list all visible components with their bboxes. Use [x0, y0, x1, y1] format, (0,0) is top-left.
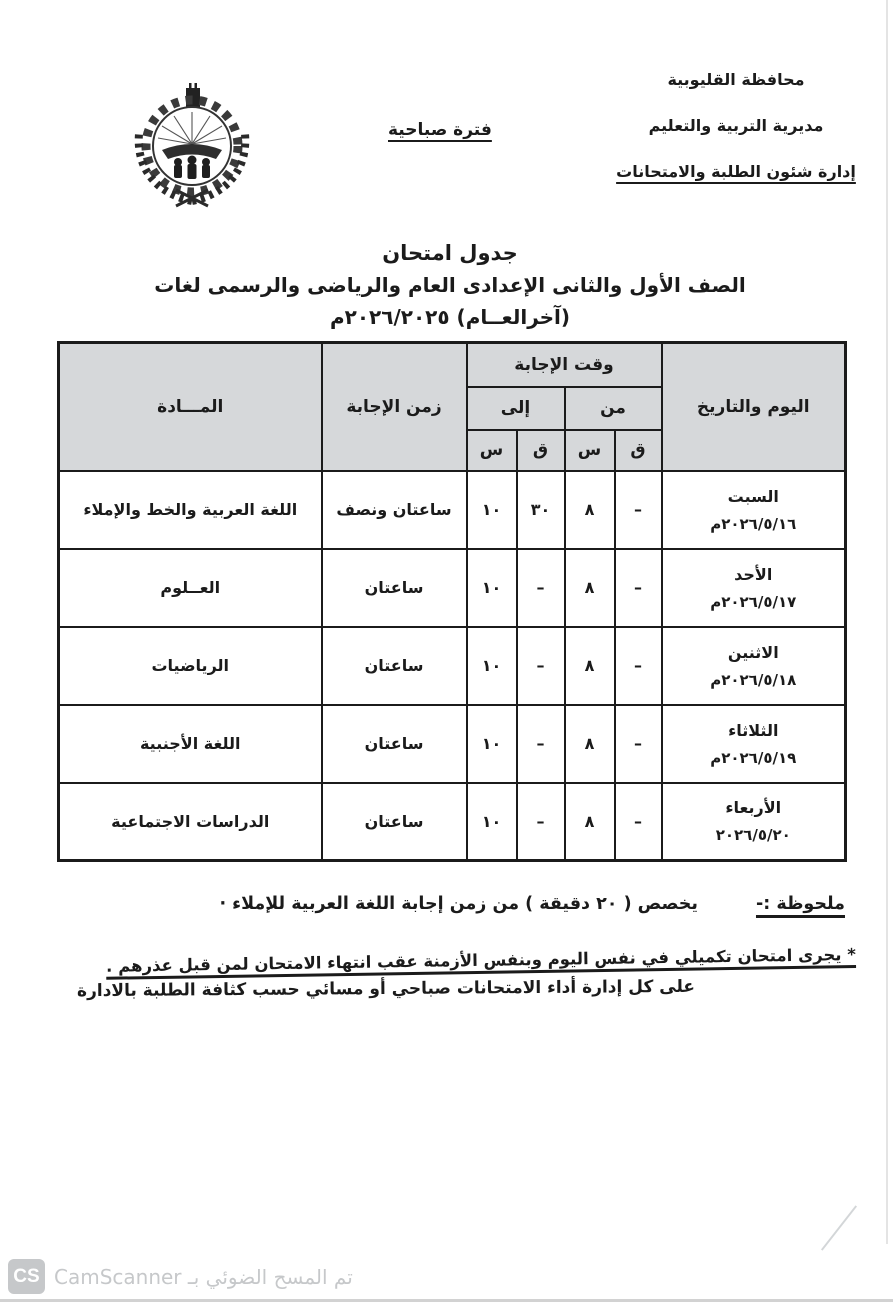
col-header-to-hours: س: [465, 428, 518, 472]
note-3-clip: على كل إدارة أداء الامتحانات صباحي أو مس…: [60, 974, 712, 1001]
exam-date: ٢٠٢٦/٥/١٩م: [710, 748, 797, 767]
exam-date: ٢٠٢٦/٥/١٦م: [710, 514, 797, 533]
note-1-text: يخصص ( ٢٠ دقيقة ) من زمن إجابة اللغة الع…: [219, 894, 698, 914]
from-minutes-cell: –: [613, 547, 663, 628]
day-name: الثلاثاء: [728, 720, 779, 740]
day-name: السبت: [727, 486, 779, 506]
col-header-from-hours: س: [563, 428, 616, 472]
from-minutes-cell: –: [613, 781, 663, 862]
letterhead-org-block: محافظة القليوبية مديرية التربية والتعليم…: [591, 70, 881, 208]
day-date-cell: الأربعاء ٢٠٢٦/٥/٢٠: [660, 781, 847, 862]
title-line-3: (آخرالعــام) ٢٠٢٦/٢٠٢٥م: [329, 305, 571, 329]
from-minutes-cell: –: [613, 625, 663, 706]
subject-cell: اللغة الأجنبية: [57, 703, 323, 784]
directorate-name: مديرية التربية والتعليم: [648, 116, 824, 135]
from-hours-cell: ٨: [563, 547, 616, 628]
scan-scratch-mark: [820, 1205, 858, 1251]
ministry-of-education-emblem-icon: [116, 80, 268, 210]
col-header-duration: زمن الإجابة: [320, 341, 468, 472]
scan-edge-line: [886, 0, 888, 1244]
to-minutes-cell: –: [515, 547, 566, 628]
day-name: الأربعاء: [725, 798, 782, 818]
duration-cell: ساعتان ونصف: [320, 469, 468, 550]
col-header-to-minutes: ق: [515, 428, 566, 472]
col-header-to: إلى: [465, 385, 566, 431]
exam-date: ٢٠٢٦/٥/٢٠: [715, 826, 791, 845]
note-label: ملحوظة :-: [755, 894, 845, 914]
exam-schedule-table: اليوم والتاريخ وقت الإجابة زمن الإجابة ا…: [57, 341, 847, 862]
to-minutes-cell: –: [515, 625, 566, 706]
from-minutes-cell: –: [613, 469, 663, 550]
to-hours-cell: ١٠: [465, 781, 518, 862]
col-header-day-date: اليوم والتاريخ: [660, 341, 847, 472]
to-hours-cell: ١٠: [465, 703, 518, 784]
table-row: الاثنين ٢٠٢٦/٥/١٨م – ٨ – ١٠ ساعتان الريا…: [57, 625, 847, 706]
col-header-subject: المـــادة: [57, 341, 323, 472]
camscanner-watermark-text: تم المسح الضوئي بـ CamScanner: [54, 1264, 353, 1289]
to-minutes-cell: ٣٠: [515, 469, 566, 550]
note-row: ملحوظة :- يخصص ( ٢٠ دقيقة ) من زمن إجابة…: [57, 894, 845, 914]
duration-cell: ساعتان: [320, 781, 468, 862]
scan-bottom-edge: [0, 1299, 893, 1302]
duration-cell: ساعتان: [320, 625, 468, 706]
document-title-block: جدول امتحان الصف الأول والثانى الإعدادى …: [0, 237, 893, 333]
camscanner-logo-icon: CS: [8, 1259, 45, 1294]
table-row: الأحد ٢٠٢٦/٥/١٧م – ٨ – ١٠ ساعتان العــلو…: [57, 547, 847, 628]
note-2-text: * يجرى امتحان تكميلي في نفس اليوم وبنفس …: [106, 945, 857, 976]
day-date-cell: السبت ٢٠٢٦/٥/١٦م: [660, 469, 847, 550]
period-label: فترة صباحية: [388, 120, 492, 140]
to-hours-cell: ١٠: [465, 547, 518, 628]
table-row: الأربعاء ٢٠٢٦/٥/٢٠ – ٨ – ١٠ ساعتان الدرا…: [57, 781, 847, 862]
title-line-1: جدول امتحان: [382, 241, 518, 265]
to-hours-cell: ١٠: [465, 625, 518, 706]
day-date-cell: الاثنين ٢٠٢٦/٥/١٨م: [660, 625, 847, 706]
duration-cell: ساعتان: [320, 547, 468, 628]
subject-cell: الرياضيات: [57, 625, 323, 706]
camscanner-watermark: CS تم المسح الضوئي بـ CamScanner: [8, 1259, 353, 1294]
title-line-2: الصف الأول والثانى الإعدادى العام والريا…: [154, 273, 746, 297]
exam-date: ٢٠٢٦/٥/١٧م: [710, 592, 797, 611]
to-hours-cell: ١٠: [465, 469, 518, 550]
from-hours-cell: ٨: [563, 781, 616, 862]
subject-cell: اللغة العربية والخط والإملاء: [57, 469, 323, 550]
col-header-from-minutes: ق: [613, 428, 663, 472]
administration-name: إدارة شئون الطلبة والامتحانات: [616, 162, 856, 181]
col-header-from: من: [563, 385, 663, 431]
day-name: الأحد: [734, 564, 773, 584]
subject-cell: العــلوم: [57, 547, 323, 628]
col-header-answer-time: وقت الإجابة: [465, 341, 663, 388]
from-hours-cell: ٨: [563, 703, 616, 784]
subject-cell: الدراسات الاجتماعية: [57, 781, 323, 862]
day-date-cell: الثلاثاء ٢٠٢٦/٥/١٩م: [660, 703, 847, 784]
table-row: السبت ٢٠٢٦/٥/١٦م – ٨ ٣٠ ١٠ ساعتان ونصف ا…: [57, 469, 847, 550]
day-name: الاثنين: [727, 642, 779, 662]
exam-date: ٢٠٢٦/٥/١٨م: [710, 670, 797, 689]
to-minutes-cell: –: [515, 781, 566, 862]
from-hours-cell: ٨: [563, 469, 616, 550]
to-minutes-cell: –: [515, 703, 566, 784]
day-date-cell: الأحد ٢٠٢٦/٥/١٧م: [660, 547, 847, 628]
note-3-text: على كل إدارة أداء الامتحانات صباحي أو مس…: [76, 976, 696, 1001]
from-minutes-cell: –: [613, 703, 663, 784]
from-hours-cell: ٨: [563, 625, 616, 706]
table-row: الثلاثاء ٢٠٢٦/٥/١٩م – ٨ – ١٠ ساعتان اللغ…: [57, 703, 847, 784]
governorate-name: محافظة القليوبية: [667, 70, 805, 89]
duration-cell: ساعتان: [320, 703, 468, 784]
